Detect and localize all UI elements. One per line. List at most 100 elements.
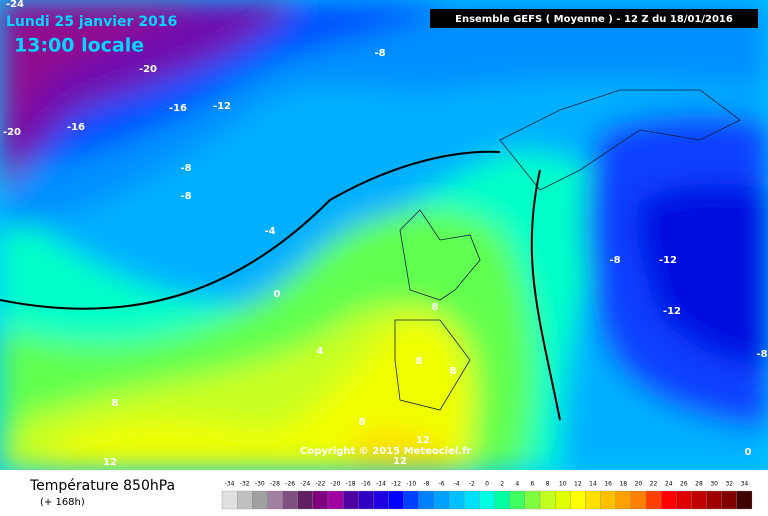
scale-swatch xyxy=(615,490,632,510)
time: 13:00 locale xyxy=(14,35,144,57)
scale-swatch xyxy=(494,490,510,510)
scale-swatch xyxy=(630,490,647,510)
contour-label: 8 xyxy=(359,417,366,428)
scale-label: 24 xyxy=(665,481,673,488)
scale-label: -18 xyxy=(346,481,356,488)
footer-lead: (+ 168h) xyxy=(40,497,85,508)
scale-label: -30 xyxy=(255,481,265,488)
scale-label: -8 xyxy=(423,481,429,488)
scale-label: 30 xyxy=(710,481,718,488)
scale-label: -4 xyxy=(454,481,460,488)
scale-swatch xyxy=(524,490,541,510)
contour-label: -4 xyxy=(264,226,275,237)
contour-label: 12 xyxy=(416,435,430,446)
scale-label: 4 xyxy=(515,481,519,488)
scale-label: 8 xyxy=(546,481,550,488)
scale-label: -24 xyxy=(300,481,310,488)
contour-label: 12 xyxy=(103,457,117,468)
scale-label: 28 xyxy=(695,481,703,488)
contour-label: 12 xyxy=(393,456,407,467)
scale-swatch xyxy=(585,490,601,510)
scale-swatch xyxy=(721,490,738,510)
contour-label: 8 xyxy=(450,366,457,377)
scale-label: -14 xyxy=(376,481,386,488)
scale-swatch xyxy=(464,490,480,510)
scale-swatch xyxy=(267,490,283,510)
scale-swatch xyxy=(570,490,586,510)
scale-label: 10 xyxy=(559,481,567,488)
contour-label: -20 xyxy=(3,127,21,138)
scale-label: 26 xyxy=(680,481,688,488)
scale-label: 2 xyxy=(500,481,504,488)
scale-swatch xyxy=(433,490,450,510)
scale-label: 20 xyxy=(635,481,643,488)
run-info: Ensemble GEFS ( Moyenne ) - 12 Z du 18/0… xyxy=(455,14,733,25)
scale-swatch xyxy=(539,490,556,510)
contour-label: -8 xyxy=(180,191,191,202)
contour-label: 8 xyxy=(432,302,439,313)
contour-label: 8 xyxy=(112,398,119,409)
scale-swatch xyxy=(706,490,722,510)
scale-label: -20 xyxy=(331,481,341,488)
scale-label: -2 xyxy=(469,481,475,488)
scale-label: -34 xyxy=(225,481,235,488)
contour-label: -12 xyxy=(663,306,681,317)
contour-label: -8 xyxy=(756,349,767,360)
scale-label: 32 xyxy=(725,481,733,488)
scale-label: -6 xyxy=(439,481,445,488)
contour-label: -8 xyxy=(374,48,385,59)
scale-label: 34 xyxy=(741,481,749,488)
contour-label: -20 xyxy=(139,64,157,75)
footer-title: Température 850hPa xyxy=(29,478,175,494)
scale-label: -12 xyxy=(391,481,401,488)
copyright: Copyright © 2015 Meteociel.fr xyxy=(300,446,471,457)
scale-label: -32 xyxy=(240,481,250,488)
scale-swatch xyxy=(554,490,571,510)
scale-swatch xyxy=(600,490,616,510)
scale-swatch xyxy=(358,490,374,510)
scale-label: -28 xyxy=(270,481,280,488)
scale-label: -16 xyxy=(361,481,371,488)
scale-swatch xyxy=(691,490,707,510)
date: Lundi 25 janvier 2016 xyxy=(6,14,177,30)
scale-label: 14 xyxy=(589,481,597,488)
scale-label: 12 xyxy=(574,481,582,488)
scale-swatch xyxy=(252,490,268,510)
contour-label: -16 xyxy=(169,103,187,114)
scale-swatch xyxy=(282,490,298,510)
scale-swatch xyxy=(676,490,692,510)
scale-swatch xyxy=(509,490,526,510)
contour-label: -12 xyxy=(213,101,231,112)
scale-label: -22 xyxy=(316,481,326,488)
scale-label: -26 xyxy=(285,481,295,488)
contour-label: 0 xyxy=(745,447,752,458)
contour-label: -12 xyxy=(659,255,677,266)
color-scale: -34 -32 -30 -28 -26 -24 -22 -20 -18 -16 -14 -12 -10-… xyxy=(221,481,753,510)
contour-label: 4 xyxy=(317,346,324,357)
scale-label: 18 xyxy=(619,481,627,488)
scale-swatch xyxy=(448,490,465,510)
scale-label: 6 xyxy=(531,481,535,488)
scale-swatch xyxy=(479,490,495,510)
contour-label: 0 xyxy=(274,289,281,300)
scale-swatch xyxy=(297,490,314,510)
scale-swatch xyxy=(645,490,662,510)
scale-swatch xyxy=(221,490,238,510)
scale-label: -10 xyxy=(406,481,416,488)
scale-swatch xyxy=(403,490,420,510)
scale-swatch xyxy=(327,490,344,510)
contour-label: -8 xyxy=(180,163,191,174)
scale-swatch xyxy=(660,490,677,510)
scale-swatch xyxy=(312,490,329,510)
scale-swatch xyxy=(388,490,404,510)
contour-label: -24 xyxy=(6,0,24,10)
temperature-field xyxy=(0,0,768,470)
contour-labels: -24 -20 -20 -16 -16 -12 -8 -8 -8 -4 0 4 8 8 8 8 8 12 12 12 -… xyxy=(3,0,768,468)
scale-swatch xyxy=(418,490,435,510)
run-box xyxy=(430,9,758,28)
scale-swatch xyxy=(373,490,389,510)
scale-swatch xyxy=(736,490,753,510)
contour-label: -8 xyxy=(609,255,620,266)
scale-swatch xyxy=(236,490,253,510)
